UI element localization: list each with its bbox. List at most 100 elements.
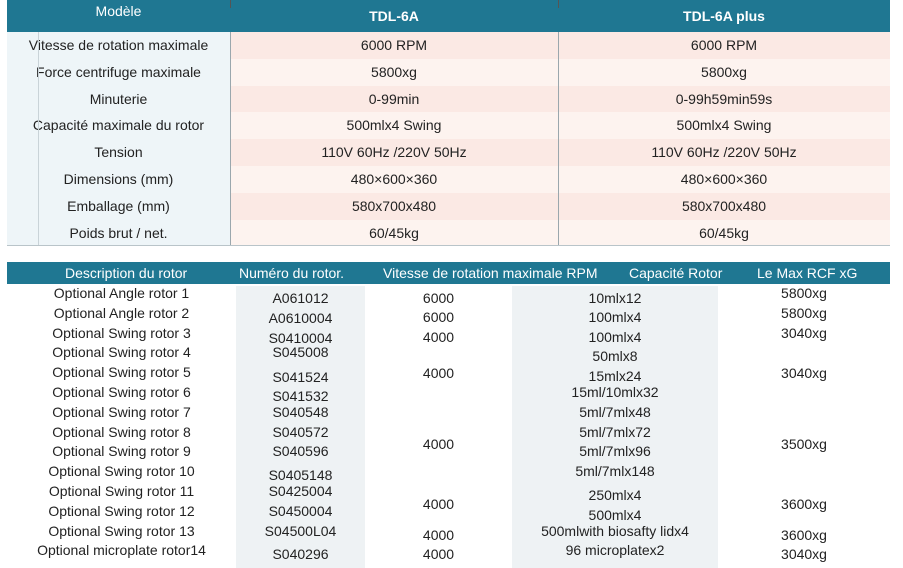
rotor-description: Optional microplate rotor14: [37, 542, 206, 559]
rotor-rcf: [718, 345, 890, 365]
table-row: Optional Swing rotor 9 S040596 4000 5ml/…: [7, 436, 890, 464]
rotor-speed: 6000: [422, 290, 455, 306]
rotor-description: Optional Swing rotor 8: [52, 423, 191, 440]
rotor-number: S040572: [272, 423, 329, 440]
rotor-number: S0450004: [268, 502, 333, 519]
rotor-capacity: 96 microplatex2: [565, 542, 665, 559]
spec-row-value-model2: 480×600×360: [558, 166, 890, 193]
spec-row-label: Emballage (mm): [7, 192, 230, 220]
rotor-capacity: 5ml/7mlx96: [579, 443, 651, 460]
rotor-rcf: 3600xg: [781, 495, 827, 512]
rotor-description: Optional Swing rotor 5: [52, 364, 191, 381]
table-row: Optional Swing rotor 7 S040548 5ml/7mlx4…: [7, 405, 890, 425]
column-divider: [230, 32, 231, 246]
spec-row-label: Tension: [7, 139, 230, 166]
spec-row-value-model2: 500mlx4 Swing: [558, 112, 890, 140]
rotor-speed: [365, 345, 512, 365]
rotor-number: S040596: [272, 443, 329, 460]
rotor-capacity: 15mlx24: [588, 368, 642, 385]
header-model-tdl6a: TDL-6A: [369, 8, 419, 24]
rotor-number: S0425004: [268, 483, 333, 499]
spec-row-label: Vitesse de rotation maximale: [7, 32, 230, 59]
spec-row-value-model2: 60/45kg: [558, 219, 890, 247]
rotor-speed: 4000: [422, 546, 455, 563]
rotor-rcf: 3040xg: [781, 546, 827, 563]
header-rotor-number: Numéro du rotor.: [239, 265, 345, 281]
spec-row: Dimensions (mm) 480×600×360 480×600×360: [7, 166, 890, 193]
spec-row-label: Dimensions (mm): [7, 166, 230, 193]
rotor-number: S0405148: [268, 467, 333, 484]
rotor-table-header: Description du rotor Numéro du rotor. Vi…: [7, 262, 890, 284]
spec-row: Poids brut / net. 60/45kg 60/45kg: [7, 219, 890, 247]
table-row: Optional Swing rotor 8 S040572 5ml/7mlx7…: [7, 425, 890, 445]
rotor-rcf: [718, 464, 890, 484]
table-row: Optional microplate rotor14 S040296 4000…: [7, 543, 890, 563]
column-divider: [558, 32, 559, 246]
spec-row-value-model2: 110V 60Hz /220V 50Hz: [558, 139, 890, 166]
rotor-capacity: 5ml/7mlx72: [579, 423, 651, 440]
rotor-speed: 4000: [422, 526, 455, 543]
table-row: Optional Swing rotor 3 S0410004 4000 100…: [7, 326, 890, 346]
spec-row-value-model1: 0-99min: [230, 85, 558, 113]
rotor-number-column-bg: [236, 286, 365, 568]
rotor-capacity: 100mlx4: [588, 328, 642, 345]
rotor-speed: [365, 405, 512, 425]
rotor-number: S040296: [272, 546, 329, 563]
spec-row-label: Force centrifuge maximale: [7, 58, 230, 86]
table-row: Optional Angle rotor 2 A0610004 6000 100…: [7, 306, 890, 326]
rotor-description: Optional Swing rotor 13: [48, 522, 195, 539]
spec-row-value-model2: 0-99h59min59s: [558, 85, 890, 113]
rotor-speed: 4000: [422, 365, 455, 382]
rotor-number: S041524: [272, 369, 329, 386]
rotor-speed: 4000: [422, 328, 455, 345]
rotor-capacity: 100mlx4: [588, 308, 642, 325]
rotor-number: S0410004: [268, 329, 333, 346]
spec-row-value-model2: 580x700x480: [558, 192, 890, 220]
spec-table: Modèle TDL-6A TDL-6A plus Vitesse de rot…: [7, 0, 890, 247]
rotor-capacity: 10mlx12: [588, 290, 642, 306]
rotor-capacity: 50mlx8: [592, 348, 638, 365]
rotor-rcf: 5800xg: [781, 304, 827, 321]
rotor-description: Optional Swing rotor 10: [48, 463, 195, 480]
table-row: Optional Swing rotor 4 S045008 50mlx8: [7, 345, 890, 365]
rotor-rcf: 5800xg: [781, 285, 827, 301]
rotor-rcf: [718, 385, 890, 405]
rotor-rcf: 3600xg: [781, 526, 827, 543]
spec-row: Force centrifuge maximale 5800xg 5800xg: [7, 58, 890, 86]
rotor-number: A0610004: [268, 309, 333, 326]
rotor-rcf: [718, 405, 890, 425]
rotor-capacity: 500mlx4: [588, 506, 642, 523]
header-rotor-capacity: Capacité Rotor: [629, 265, 723, 281]
rotor-rcf: 3040xg: [781, 324, 827, 341]
rotor-speed: [365, 464, 512, 484]
rotor-description: Optional Swing rotor 7: [52, 403, 191, 420]
column-divider: [38, 32, 39, 246]
spec-row-label: Poids brut / net.: [7, 219, 230, 247]
rotor-capacity: 5ml/7mlx48: [579, 403, 651, 420]
rotor-description: Optional Swing rotor 9: [52, 443, 191, 460]
spec-table-header: Modèle TDL-6A TDL-6A plus: [7, 0, 890, 32]
rotor-capacity: 5ml/7mlx148: [575, 463, 655, 480]
rotor-description: Optional Angle rotor 2: [53, 304, 190, 321]
column-divider: [230, 0, 231, 8]
rotor-rcf: 3500xg: [781, 436, 827, 453]
table-row: Optional Swing rotor 12 S0450004 4000 50…: [7, 495, 890, 524]
header-rotor-rcf: Le Max RCF xG: [757, 265, 858, 281]
table-row: Optional Angle rotor 1 A061012 6000 10ml…: [7, 286, 890, 306]
header-rotor-speed: Vitesse de rotation maximale RPM: [383, 265, 598, 281]
header-model-label: Modèle: [95, 3, 142, 19]
rotor-capacity: 15ml/10mlx32: [571, 384, 659, 400]
rotor-rcf: 3040xg: [781, 365, 827, 382]
rotor-speed: [365, 385, 512, 405]
rotor-number: A061012: [272, 290, 329, 306]
rotor-description: Optional Swing rotor 6: [52, 384, 191, 400]
spec-row-value-model1: 6000 RPM: [230, 32, 558, 59]
spec-row: Tension 110V 60Hz /220V 50Hz 110V 60Hz /…: [7, 139, 890, 166]
rotor-speed: 6000: [422, 308, 455, 325]
table-row: Optional Swing rotor 13 S04500L04 4000 5…: [7, 524, 890, 544]
rotor-description: Optional Swing rotor 3: [52, 324, 191, 341]
spec-row-value-model1: 60/45kg: [230, 219, 558, 247]
table-row: Optional Swing rotor 5 S041524 4000 15ml…: [7, 365, 890, 385]
column-divider: [558, 0, 559, 8]
table-row: Optional Swing rotor 11 S0425004 250mlx4: [7, 484, 890, 504]
